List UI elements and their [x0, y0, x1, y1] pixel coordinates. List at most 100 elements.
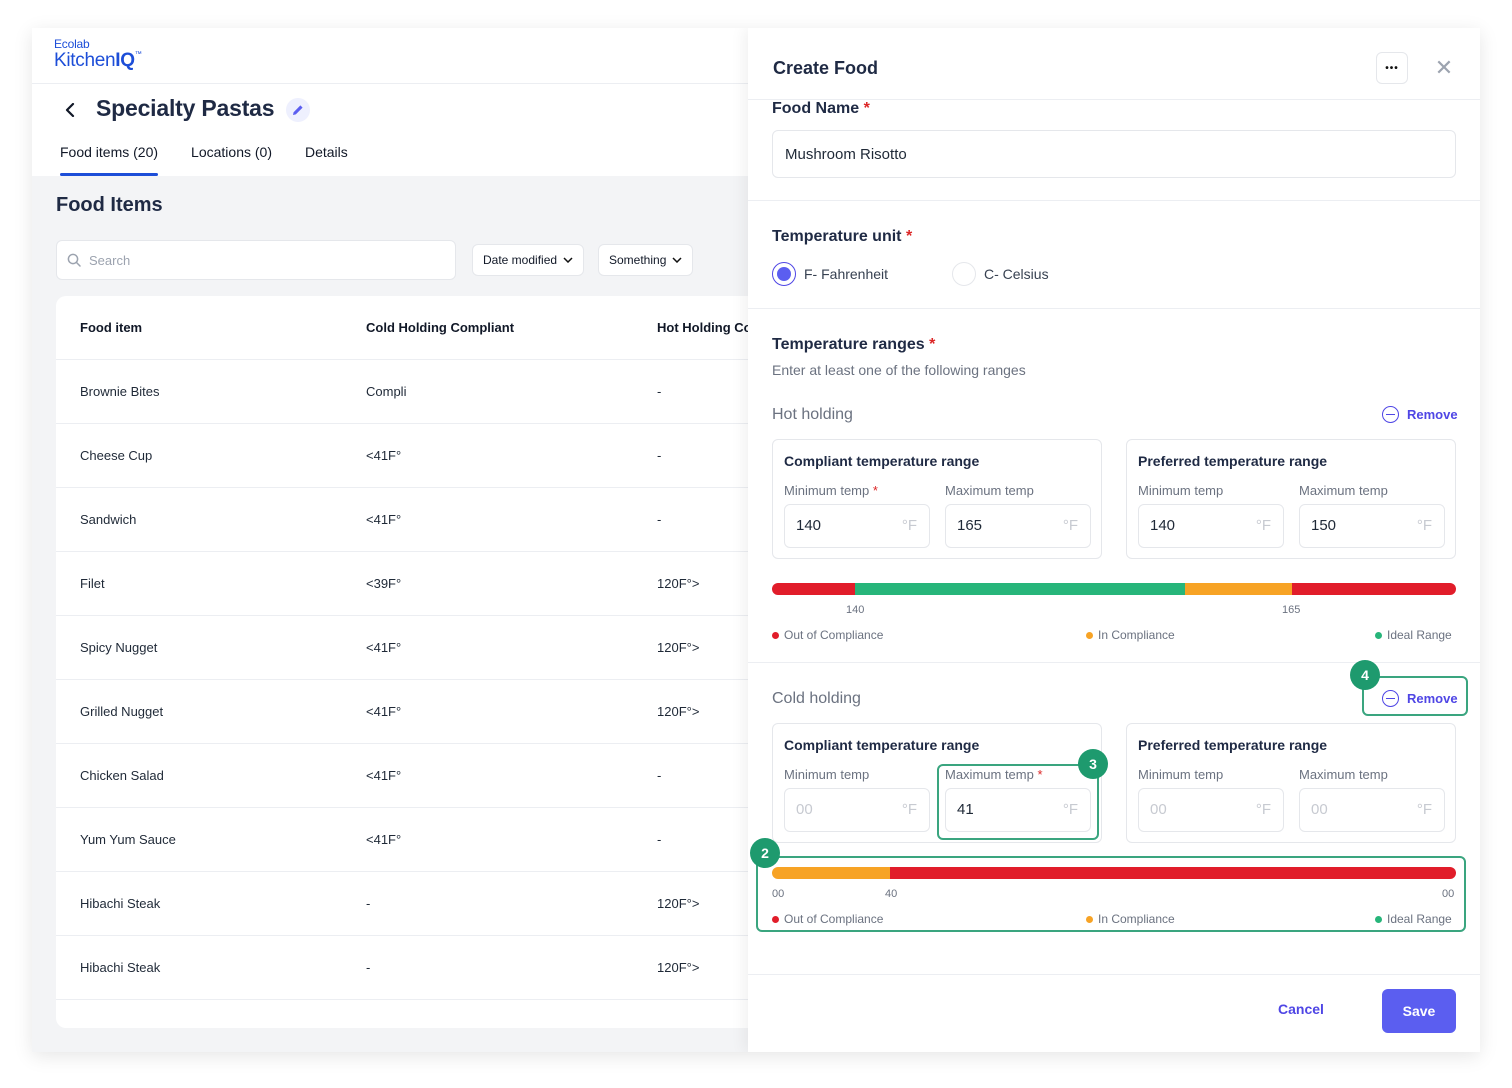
legend-out-of-compliance: Out of Compliance — [772, 628, 883, 642]
close-button[interactable]: ✕ — [1432, 55, 1456, 80]
hot-preferred-max-input[interactable]: 150 °F — [1299, 504, 1445, 548]
annotation-badge: 4 — [1350, 660, 1380, 690]
date-modified-dropdown[interactable]: Date modified — [472, 244, 585, 276]
table-row[interactable]: Brownie Bites Compli - — [56, 360, 816, 424]
table-cell: - — [657, 768, 662, 783]
table-header: Food item Cold Holding Compliant Hot Hol… — [56, 296, 816, 360]
back-button[interactable] — [60, 100, 80, 120]
logo-product-a: Kitchen — [54, 50, 116, 71]
radio-fahrenheit[interactable]: F- Fahrenheit — [772, 262, 888, 286]
legend-ideal-range: Ideal Range — [1375, 912, 1452, 926]
annotation-highlight — [937, 764, 1099, 840]
table-cell: <41F° — [366, 512, 402, 527]
column-header[interactable]: Cold Holding Compliant — [366, 320, 515, 335]
more-options-button[interactable]: ••• — [1376, 52, 1408, 84]
temp-value: 150 — [1311, 517, 1337, 534]
logo-tm: ™ — [134, 51, 142, 58]
legend-ideal-range: Ideal Range — [1375, 628, 1452, 642]
remove-label: Remove — [1407, 691, 1458, 706]
unit-suffix: °F — [901, 801, 917, 818]
annotation-highlight — [756, 856, 1466, 932]
max-temp-label: Maximum temp — [1299, 767, 1388, 782]
cold-range-bar — [772, 867, 1456, 879]
tab-food-items[interactable]: Food items (20) — [60, 144, 159, 176]
table-row[interactable]: Sandwich <41F° - — [56, 488, 816, 552]
table-row[interactable]: Grilled Nugget <41F° 120F°> — [56, 680, 816, 744]
hot-range-bar — [772, 583, 1456, 595]
food-name-input[interactable] — [772, 130, 1456, 178]
dropdown-label: Something — [609, 253, 667, 267]
annotation-highlight — [1362, 676, 1468, 716]
table-cell: <41F° — [366, 448, 402, 463]
tab-locations[interactable]: Locations (0) — [191, 144, 272, 160]
unit-suffix: °F — [1416, 801, 1432, 818]
min-temp-label: Minimum temp — [1138, 767, 1224, 782]
hot-compliant-min-input[interactable]: 140 °F — [784, 504, 930, 548]
cold-preferred-max-input[interactable]: 00 °F — [1299, 788, 1445, 832]
food-name-label: Food Name * — [772, 100, 870, 117]
table-cell: 120F°> — [657, 640, 700, 655]
panel-footer: Cancel Save — [748, 974, 1480, 1052]
column-header[interactable]: Food item — [80, 320, 143, 335]
divider — [748, 200, 1480, 201]
unit-suffix: °F — [1255, 517, 1271, 534]
legend-in-compliance: In Compliance — [1086, 912, 1175, 926]
legend-in-compliance: In Compliance — [1086, 628, 1175, 642]
column-header[interactable]: Hot Holding Co — [657, 320, 752, 335]
something-dropdown[interactable]: Something — [598, 244, 694, 276]
temp-placeholder: 00 — [796, 801, 813, 818]
close-icon: ✕ — [1434, 55, 1454, 80]
bar-segment-ideal — [855, 583, 1185, 595]
tab-details[interactable]: Details — [304, 144, 348, 160]
hot-preferred-min-input[interactable]: 140 °F — [1138, 504, 1284, 548]
cold-holding-heading: Cold holding — [772, 690, 861, 707]
logo-brand: Ecolab — [54, 37, 90, 51]
hot-holding-heading: Hot holding — [772, 406, 853, 423]
hot-compliant-range: Compliant temperature range Minimum temp… — [772, 439, 1102, 559]
hot-compliant-max-input[interactable]: 165 °F — [945, 504, 1091, 548]
search-input[interactable] — [89, 252, 429, 268]
min-temp-label: Minimum temp — [1138, 483, 1224, 498]
food-items-table: Food item Cold Holding Compliant Hot Hol… — [56, 296, 816, 1028]
edit-title-button[interactable] — [286, 98, 310, 122]
radio-celsius[interactable]: C- Celsius — [952, 262, 1049, 286]
search-box — [56, 240, 456, 280]
cancel-button[interactable]: Cancel — [1278, 1001, 1324, 1017]
legend-out-of-compliance: Out of Compliance — [772, 912, 883, 926]
dropdown-label: Date modified — [483, 253, 558, 267]
table-row[interactable]: Hibachi Steak - 120F°> — [56, 872, 816, 936]
remove-cold-holding-button[interactable]: Remove — [1382, 690, 1458, 707]
cold-compliant-max-input[interactable]: 41 °F — [945, 788, 1091, 832]
table-row[interactable]: Chicken Salad <41F° - — [56, 744, 816, 808]
table-row[interactable]: Spicy Nugget <41F° 120F°> — [56, 616, 816, 680]
range-title: Compliant temperature range — [784, 737, 980, 753]
table-cell: Compli — [366, 384, 407, 399]
back-chevron-icon — [65, 103, 75, 117]
table-cell: 120F°> — [657, 960, 700, 975]
table-cell: Hibachi Steak — [80, 960, 161, 975]
table-cell: - — [657, 384, 662, 399]
table-row[interactable]: Cheese Cup <41F° - — [56, 424, 816, 488]
table-cell: Filet — [80, 576, 105, 591]
cold-compliant-min-input[interactable]: 00 °F — [784, 788, 930, 832]
range-title: Compliant temperature range — [784, 453, 980, 469]
bar-segment-in — [772, 867, 890, 879]
unit-suffix: °F — [1062, 801, 1078, 818]
cold-preferred-min-input[interactable]: 00 °F — [1138, 788, 1284, 832]
bar-tick: 40 — [885, 888, 898, 900]
table-cell: Cheese Cup — [80, 448, 153, 463]
search-icon — [67, 253, 81, 267]
radio-indicator[interactable] — [952, 262, 976, 286]
table-row[interactable]: Filet <39F° 120F°> — [56, 552, 816, 616]
radio-indicator[interactable] — [772, 262, 796, 286]
tab-bar: Food items (20) Locations (0) Details — [60, 144, 381, 176]
bar-segment-in — [1185, 583, 1292, 595]
temp-value: 41 — [957, 801, 974, 818]
save-button[interactable]: Save — [1382, 989, 1456, 1033]
table-row[interactable]: Yum Yum Sauce <41F° - — [56, 808, 816, 872]
minus-circle-icon — [1382, 690, 1399, 707]
table-row[interactable]: Hibachi Steak - 120F°> — [56, 936, 816, 1000]
bar-tick: 165 — [1282, 604, 1301, 616]
remove-hot-holding-button[interactable]: Remove — [1382, 406, 1458, 423]
temp-placeholder: 00 — [1150, 801, 1167, 818]
